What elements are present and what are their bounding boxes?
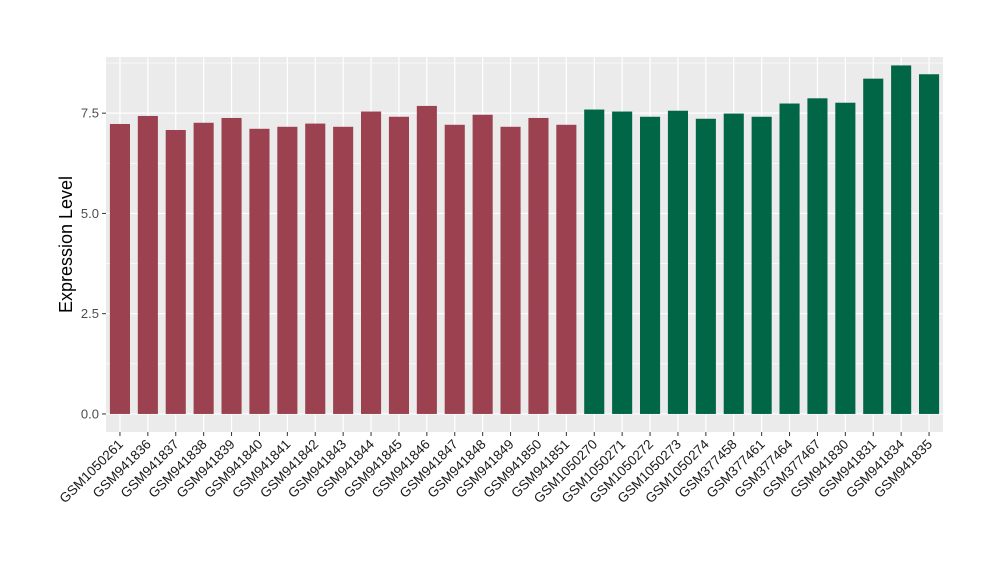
bar-GSM941847: [444, 124, 465, 414]
bar-GSM941839: [221, 117, 242, 414]
y-tick-label: 2.5: [81, 306, 99, 321]
bar-GSM941840: [249, 128, 270, 414]
bar-GSM941834: [891, 65, 912, 414]
bar-GSM941835: [919, 74, 940, 414]
bar-GSM1050261: [109, 123, 130, 414]
bar-GSM1050273: [667, 110, 688, 414]
bar-GSM941850: [528, 117, 549, 414]
bar-GSM941837: [165, 129, 186, 414]
bar-GSM941849: [500, 126, 521, 414]
bar-GSM941838: [193, 122, 214, 414]
bar-GSM1050270: [584, 109, 605, 414]
y-axis: 0.0 2.5 5.0 7.5: [81, 106, 106, 421]
bar-GSM941851: [556, 124, 577, 414]
bar-GSM1050274: [695, 118, 716, 414]
y-tick-label: 7.5: [81, 106, 99, 121]
bar-GSM377464: [779, 103, 800, 414]
bars: [109, 65, 940, 414]
x-axis: GSM1050261GSM941836GSM941837GSM941838GSM…: [57, 432, 935, 506]
bar-GSM941836: [137, 115, 158, 414]
y-axis-title: Expression Level: [56, 176, 76, 313]
bar-GSM1050272: [640, 116, 661, 414]
bar-GSM941830: [835, 102, 856, 414]
bar-GSM1050271: [612, 111, 633, 414]
bar-GSM941844: [361, 111, 382, 414]
bar-GSM941842: [305, 123, 326, 414]
bar-GSM941846: [416, 105, 437, 414]
bar-GSM377458: [723, 113, 744, 414]
bar-GSM941845: [388, 116, 409, 414]
bar-GSM941848: [472, 114, 493, 414]
bar-GSM941841: [277, 126, 298, 414]
bar-GSM941843: [333, 126, 354, 414]
y-tick-label: 5.0: [81, 206, 99, 221]
bar-GSM377461: [751, 116, 772, 414]
bar-GSM377467: [807, 98, 828, 414]
y-tick-label: 0.0: [81, 406, 99, 421]
plot-panel: [106, 57, 943, 432]
bar-GSM941831: [863, 78, 884, 414]
